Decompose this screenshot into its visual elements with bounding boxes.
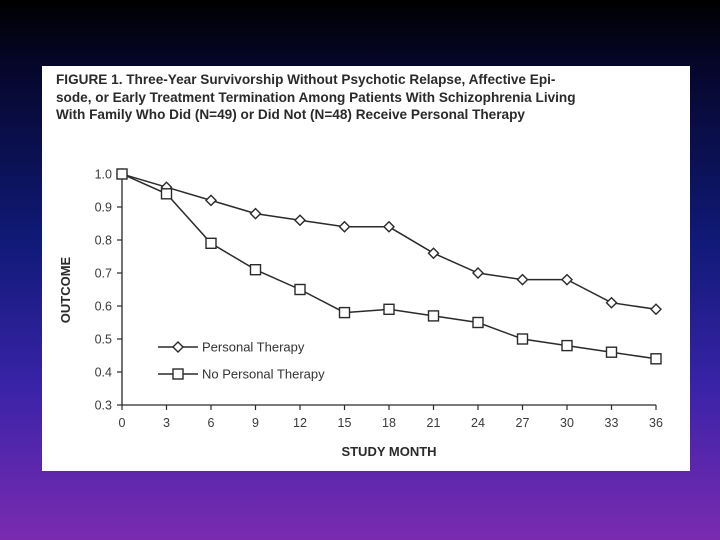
x-tick-label: 30 [560, 416, 574, 430]
series-line-personal-therapy [121, 173, 657, 311]
series-line-no-personal-therapy [121, 173, 657, 360]
data-point-personal-therapy [650, 303, 662, 316]
data-point-no-personal-therapy [160, 188, 173, 200]
legend-label-no-personal-therapy: No Personal Therapy [202, 367, 325, 382]
data-point-no-personal-therapy [249, 263, 262, 276]
x-tick-label: 21 [427, 416, 441, 430]
x-tick-label: 24 [471, 416, 485, 430]
x-axis-title: STUDY MONTH [341, 444, 436, 459]
figure-title-line-2: sode, or Early Treatment Termination Amo… [56, 89, 576, 105]
y-tick-label: 0.9 [95, 201, 112, 215]
y-axis-title: OUTCOME [58, 256, 73, 323]
legend-marker-personal-therapy [172, 341, 184, 353]
data-point-no-personal-therapy [427, 310, 440, 322]
data-point-no-personal-therapy [205, 237, 217, 250]
data-point-no-personal-therapy [650, 353, 662, 365]
x-tick-label: 15 [338, 416, 352, 430]
x-tick-label: 9 [252, 416, 259, 430]
data-point-no-personal-therapy [116, 168, 128, 180]
y-axis-ticks: 1.0 0.9 0.8 0.7 0.6 0.5 0.4 0.3 [95, 168, 122, 413]
series-layer [116, 168, 662, 365]
x-tick-label: 27 [516, 416, 530, 430]
x-tick-label: 0 [119, 416, 126, 430]
data-point-no-personal-therapy [561, 339, 573, 352]
legend-label-personal-therapy: Personal Therapy [202, 340, 305, 355]
x-tick-label: 36 [649, 416, 663, 430]
data-point-personal-therapy [205, 194, 217, 207]
figure-title: FIGURE 1. Three-Year Survivorship Withou… [56, 71, 682, 124]
x-tick-label: 3 [163, 416, 170, 430]
data-point-personal-therapy [249, 207, 262, 220]
data-point-no-personal-therapy [605, 346, 618, 358]
figure-panel: FIGURE 1. Three-Year Survivorship Withou… [42, 66, 690, 471]
data-point-no-personal-therapy [294, 283, 306, 296]
y-tick-label: 1.0 [95, 168, 112, 182]
survival-chart: 0 3 6 9 12 15 18 21 24 27 30 33 36 1.00.90.80.70.60.… [58, 168, 663, 460]
y-tick-label: 0.6 [95, 300, 112, 314]
data-point-no-personal-therapy [472, 316, 484, 329]
data-point-personal-therapy [516, 273, 529, 286]
legend: Personal Therapy No Personal Therapy [158, 340, 325, 382]
figure-title-line-1: FIGURE 1. Three-Year Survivorship Withou… [56, 72, 556, 87]
x-tick-label: 18 [382, 416, 396, 430]
figure-title-line-3: With Family Who Did (N=49) or Did Not (N… [56, 107, 525, 122]
series-personal-therapy [116, 168, 662, 316]
x-axis-ticks: 0 3 6 9 12 15 18 21 24 27 30 33 36 [119, 405, 663, 430]
data-point-no-personal-therapy [516, 333, 529, 345]
x-tick-label: 12 [293, 416, 307, 430]
data-point-no-personal-therapy [383, 303, 395, 316]
data-point-no-personal-therapy [338, 306, 351, 319]
data-point-personal-therapy [383, 220, 395, 233]
data-point-personal-therapy [605, 296, 618, 309]
x-tick-label: 33 [605, 416, 619, 430]
data-point-personal-therapy [472, 267, 484, 279]
y-tick-label: 0.4 [95, 366, 112, 380]
legend-marker-no-personal-therapy [172, 368, 184, 380]
data-point-personal-therapy [294, 214, 306, 227]
x-tick-label: 6 [208, 416, 215, 430]
data-point-personal-therapy [427, 247, 440, 260]
y-tick-label: 0.5 [95, 333, 112, 347]
series-no-personal-therapy [116, 168, 662, 365]
y-tick-label: 0.7 [95, 267, 112, 281]
data-point-personal-therapy [561, 273, 573, 286]
y-tick-label: 0.3 [95, 399, 112, 413]
data-point-personal-therapy [338, 220, 351, 233]
y-tick-label: 0.8 [95, 234, 112, 248]
